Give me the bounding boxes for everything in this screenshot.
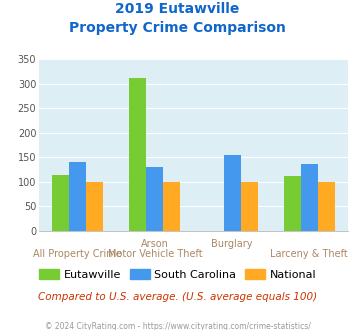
Text: Burglary: Burglary xyxy=(211,239,253,249)
Bar xyxy=(318,182,335,231)
Bar xyxy=(52,175,69,231)
Text: Arson: Arson xyxy=(141,239,169,249)
Text: Compared to U.S. average. (U.S. average equals 100): Compared to U.S. average. (U.S. average … xyxy=(38,292,317,302)
Bar xyxy=(163,182,180,231)
Bar xyxy=(69,162,86,231)
Text: 2019 Eutawville: 2019 Eutawville xyxy=(115,2,240,16)
Legend: Eutawville, South Carolina, National: Eutawville, South Carolina, National xyxy=(34,265,321,284)
Text: All Property Crime: All Property Crime xyxy=(33,249,122,259)
Text: Property Crime Comparison: Property Crime Comparison xyxy=(69,21,286,35)
Bar xyxy=(284,176,301,231)
Text: Motor Vehicle Theft: Motor Vehicle Theft xyxy=(108,249,202,259)
Bar xyxy=(146,167,163,231)
Bar xyxy=(241,182,258,231)
Text: Larceny & Theft: Larceny & Theft xyxy=(271,249,348,259)
Bar xyxy=(129,78,146,231)
Bar xyxy=(224,154,241,231)
Bar xyxy=(301,164,318,231)
Bar xyxy=(86,182,103,231)
Text: © 2024 CityRating.com - https://www.cityrating.com/crime-statistics/: © 2024 CityRating.com - https://www.city… xyxy=(45,322,310,330)
